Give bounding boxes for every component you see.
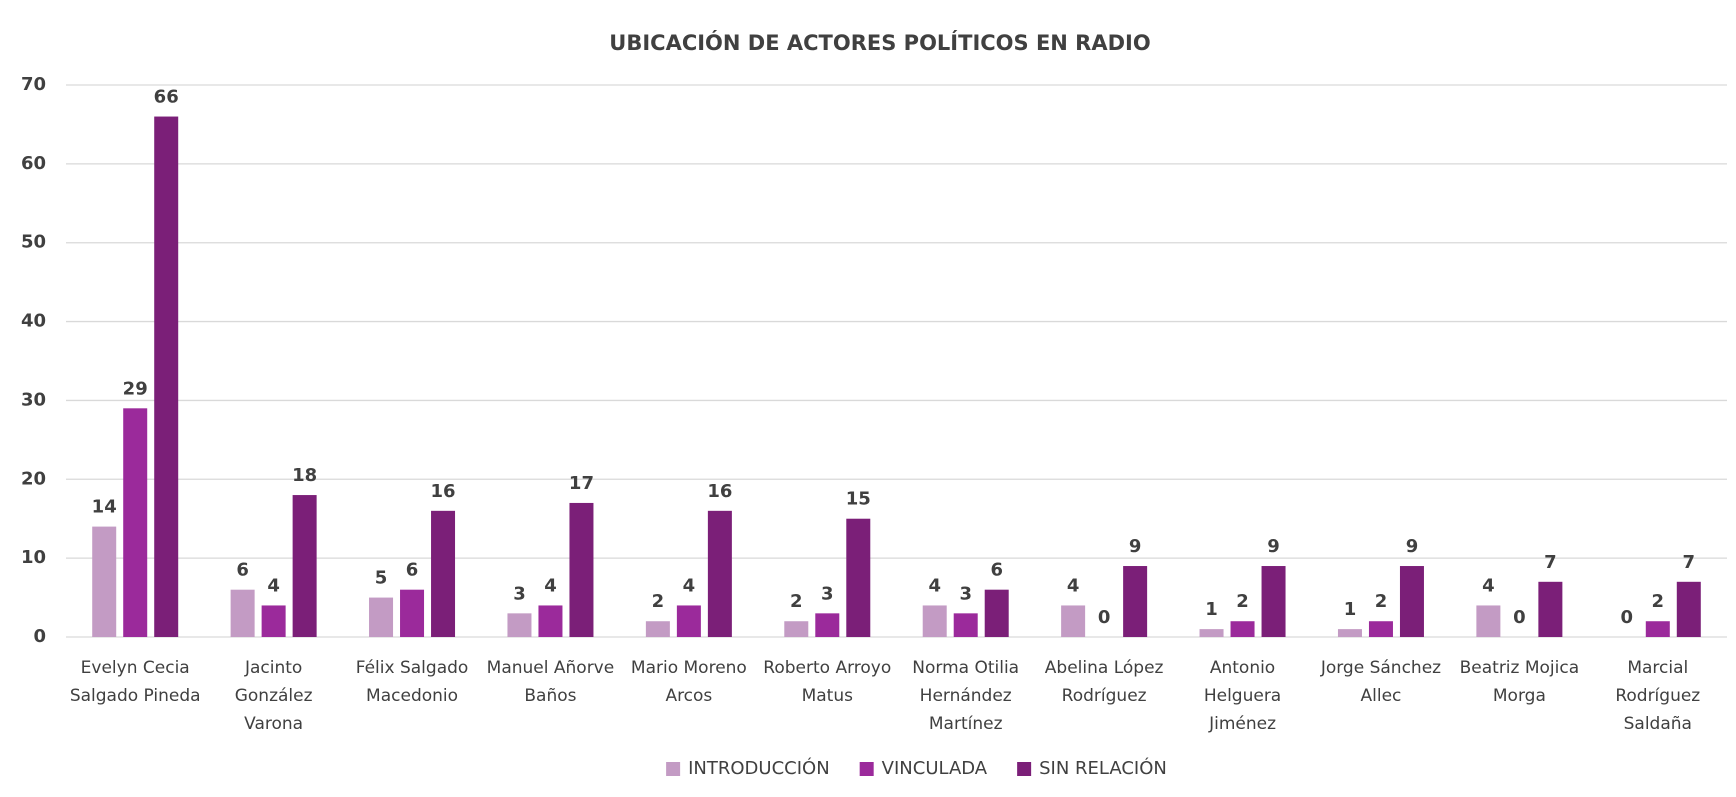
bar — [707, 510, 732, 637]
chart-title: UBICACIÓN DE ACTORES POLÍTICOS EN RADIO — [609, 30, 1150, 55]
value-label: 4 — [1482, 575, 1495, 596]
bar — [431, 510, 456, 637]
legend-label: SIN RELACIÓN — [1039, 757, 1167, 779]
bar — [784, 621, 809, 637]
value-label: 15 — [846, 489, 871, 510]
value-label: 9 — [1267, 536, 1280, 557]
bar — [922, 605, 947, 637]
value-label: 6 — [990, 560, 1003, 581]
x-tick-label: Roberto Arroyo Matus — [763, 658, 891, 706]
bar — [1368, 621, 1393, 637]
value-label: 0 — [1098, 607, 1111, 628]
bar — [1645, 621, 1670, 637]
value-label: 18 — [292, 465, 317, 486]
x-tick-label: Mario Moreno Arcos — [631, 658, 747, 706]
bar — [676, 605, 701, 637]
value-label: 17 — [569, 473, 594, 494]
value-label: 4 — [683, 575, 696, 596]
x-tick-label: Evelyn Cecia Salgado Pineda — [70, 658, 201, 706]
bar — [1261, 566, 1286, 637]
y-tick-label: 10 — [21, 547, 46, 568]
value-label: 3 — [959, 583, 972, 604]
value-label: 4 — [1067, 575, 1080, 596]
bar — [569, 502, 594, 637]
y-tick-label: 40 — [21, 311, 46, 332]
value-label: 2 — [652, 591, 665, 612]
bar — [538, 605, 563, 637]
x-tick-label: Norma Otilia Hernández Martínez — [912, 658, 1019, 734]
y-tick-label: 60 — [21, 153, 46, 174]
value-label: 16 — [707, 481, 732, 502]
y-tick-label: 70 — [21, 74, 46, 95]
value-label: 4 — [544, 575, 557, 596]
y-tick-label: 50 — [21, 232, 46, 253]
x-tick-label: Manuel Añorve Baños — [487, 658, 615, 706]
value-label: 5 — [375, 568, 388, 589]
bar — [261, 605, 286, 637]
bar — [369, 597, 394, 637]
value-label: 2 — [790, 591, 803, 612]
value-label: 1 — [1205, 599, 1218, 620]
y-tick-label: 0 — [33, 626, 46, 647]
value-label: 4 — [267, 575, 280, 596]
bar — [1123, 566, 1148, 637]
value-label: 66 — [154, 87, 179, 108]
x-tick-label: Abelina López Rodríguez — [1045, 658, 1164, 706]
x-tick-label: Beatriz Mojica Morga — [1460, 658, 1580, 706]
value-label: 6 — [406, 560, 419, 581]
value-label: 9 — [1406, 536, 1419, 557]
bar — [92, 526, 117, 637]
value-label: 16 — [431, 481, 456, 502]
bar — [645, 621, 670, 637]
value-label: 4 — [928, 575, 941, 596]
x-tick-label: Félix Salgado Macedonio — [356, 658, 469, 706]
value-label: 2 — [1375, 591, 1388, 612]
bar — [984, 589, 1009, 637]
value-label: 7 — [1544, 552, 1557, 573]
legend-swatch — [666, 762, 681, 776]
bar — [1676, 581, 1701, 637]
bar — [230, 589, 255, 637]
bar — [953, 613, 978, 637]
bar — [1230, 621, 1255, 637]
x-tick-label: Jorge Sánchez Allec — [1320, 658, 1441, 706]
y-tick-label: 20 — [21, 468, 46, 489]
value-label: 3 — [821, 583, 834, 604]
value-label: 3 — [513, 583, 526, 604]
legend-label: VINCULADA — [882, 758, 988, 779]
bar — [1399, 566, 1424, 637]
value-label: 6 — [236, 560, 249, 581]
bar — [154, 116, 179, 638]
value-label: 14 — [92, 497, 117, 518]
value-label: 9 — [1129, 536, 1142, 557]
legend-label: INTRODUCCIÓN — [688, 757, 830, 779]
value-label: 2 — [1236, 591, 1249, 612]
value-label: 0 — [1513, 607, 1526, 628]
bar — [1337, 629, 1362, 637]
y-tick-label: 30 — [21, 389, 46, 410]
value-label: 0 — [1621, 607, 1634, 628]
bar — [846, 518, 871, 637]
legend-swatch — [859, 762, 874, 776]
bar — [1061, 605, 1086, 637]
value-label: 1 — [1344, 599, 1357, 620]
bar — [507, 613, 532, 637]
bar — [123, 408, 148, 637]
x-tick-label: Marcial Rodríguez Saldaña — [1615, 658, 1700, 734]
value-label: 29 — [123, 378, 148, 399]
value-label: 2 — [1652, 591, 1665, 612]
bar — [1199, 629, 1224, 637]
bar — [1538, 581, 1563, 637]
bar — [400, 589, 425, 637]
bar — [292, 495, 317, 637]
bar — [815, 613, 840, 637]
bar — [1476, 605, 1501, 637]
legend-swatch — [1017, 762, 1032, 776]
value-label: 7 — [1683, 552, 1696, 573]
x-tick-label: Antonio Helguera Jiménez — [1204, 658, 1281, 734]
x-tick-label: Jacinto González Varona — [235, 658, 313, 734]
